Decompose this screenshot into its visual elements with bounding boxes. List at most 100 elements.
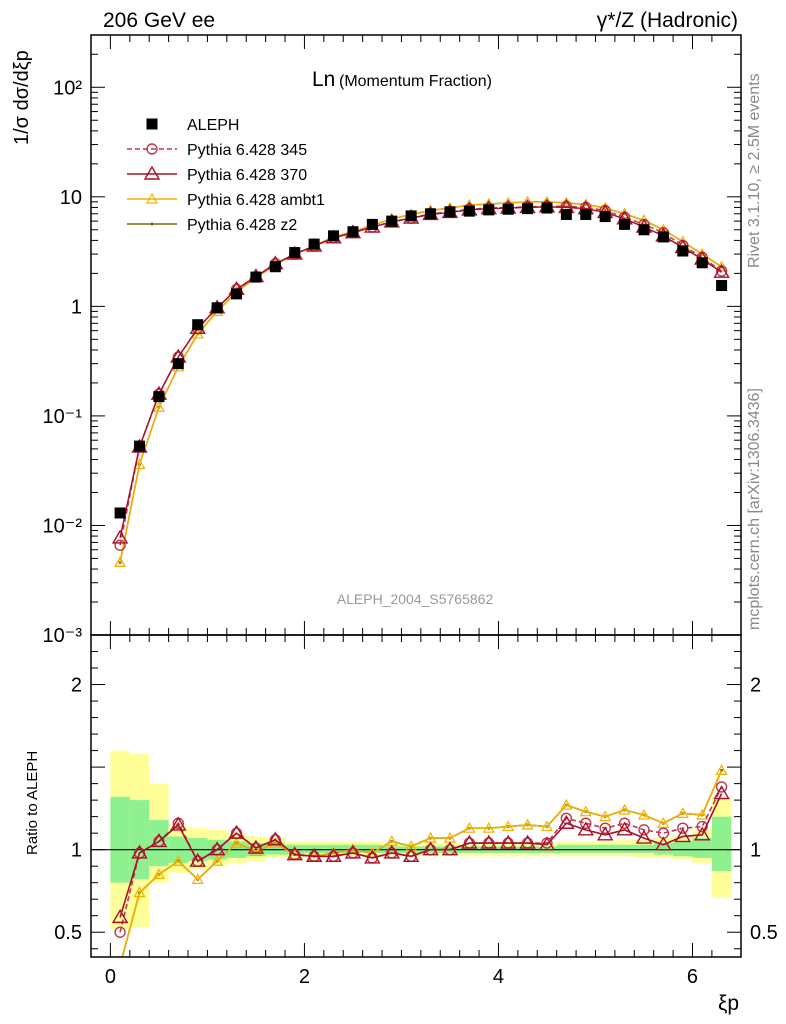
ratio-series-marker [305, 847, 323, 862]
ratio-series-marker [676, 807, 689, 818]
stat-uncertainty-band-bin [614, 844, 635, 853]
ratio-series-marker [133, 886, 146, 898]
legend-marker [143, 165, 161, 180]
ratio-series-marker [111, 908, 129, 924]
ratio-series-marker [618, 803, 631, 815]
ratio-y-tick-label-left: 2 [71, 675, 82, 697]
ratio-y-axis-label: Ratio to ALEPH [24, 751, 41, 855]
main-panel: 10² 10 1 10⁻¹ 10⁻² 10⁻³ ALEPH Pythia 6.428 345 P… [43, 34, 742, 957]
ratio-series-marker [211, 854, 224, 866]
ratio-series-marker [599, 822, 611, 834]
ratio-series-marker [189, 852, 206, 867]
stat-uncertainty-band-bin [265, 843, 286, 855]
header-energy-label: 206 GeV ee [103, 9, 216, 32]
legend-marker [150, 222, 154, 226]
ratio-series-marker [170, 816, 187, 831]
aleph-data-point [677, 245, 689, 257]
ratio-series-marker [696, 808, 709, 820]
aleph-data-point [657, 231, 669, 243]
aleph-data-point [716, 280, 728, 292]
ratio-series-marker [715, 764, 728, 776]
ratio-series-line [121, 770, 723, 957]
aleph-data-point [502, 203, 514, 215]
ratio-series-marker [657, 817, 670, 828]
stat-uncertainty-band-bin [576, 844, 596, 853]
main-series-marker [713, 263, 730, 278]
aleph-data-point [231, 288, 243, 300]
ratio-series-marker [461, 834, 478, 849]
aleph-data-point [463, 205, 475, 217]
aleph-data-point [172, 358, 184, 370]
ratio-series-marker [150, 833, 168, 848]
aleph-data-point [250, 271, 262, 283]
stat-uncertainty-band-bin [634, 844, 654, 853]
aleph-data-point [444, 206, 456, 218]
ratio-series-marker [482, 821, 495, 833]
aleph-data-point [619, 218, 631, 230]
aleph-data-point [366, 218, 378, 230]
ratio-y-tick-label-left: 0.5 [54, 922, 82, 944]
stat-uncertainty-band-bin [673, 841, 693, 857]
legend-marker [146, 143, 158, 155]
ratio-series-marker [208, 841, 226, 856]
legend-entry-label: Pythia 6.428 z2 [187, 217, 297, 234]
ratio-series-marker [344, 844, 362, 859]
ratio-series-group [111, 764, 730, 957]
ratio-series-marker [596, 826, 614, 841]
main-series-line [119, 205, 723, 546]
ratio-series-marker [637, 808, 651, 820]
stat-uncertainty-band-bin [595, 844, 615, 853]
ratio-series-marker [696, 820, 708, 833]
ratio-series-marker [519, 834, 536, 849]
stat-uncertainty-band-bin [653, 843, 674, 855]
aleph-data-point [425, 208, 437, 220]
main-series-line [119, 206, 723, 539]
ratio-series-marker [191, 873, 204, 884]
ratio-series-marker [577, 821, 594, 836]
ratio-series-marker [616, 821, 633, 836]
ratio-series-marker [325, 847, 342, 862]
ratio-y-tick-label-right: 1 [750, 840, 761, 862]
aleph-data-point [386, 215, 398, 227]
ratio-series-marker [638, 824, 650, 836]
y-tick-label: 10⁻¹ [43, 406, 83, 428]
y-tick-label: 1 [71, 296, 82, 318]
legend-marker [145, 192, 159, 204]
legend-entry-label: ALEPH [187, 117, 239, 134]
y-tick-label: 10⁻³ [43, 625, 83, 647]
header-process-label: γ*/Z (Hadronic) [596, 9, 738, 32]
ratio-series-marker [402, 847, 420, 862]
x-tick-label: 0 [105, 966, 116, 988]
ratio-series-marker [422, 841, 439, 856]
legend-entry-label: Pythia 6.428 345 [187, 142, 307, 159]
main-series-line [119, 201, 723, 563]
aleph-data-point [269, 261, 281, 273]
ratio-y-tick-label-right: 0.5 [750, 922, 778, 944]
ratio-series-marker [114, 926, 126, 938]
ratio-series-marker [286, 846, 303, 861]
ratio-series-marker [228, 824, 245, 839]
aleph-data-point [308, 238, 320, 250]
main-series-marker [133, 458, 146, 470]
stat-uncertainty-band-bin [149, 819, 169, 867]
ratio-series-marker [131, 844, 148, 859]
ratio-series-marker [579, 805, 592, 817]
aleph-data-point [483, 204, 495, 216]
legend-entry-label: Pythia 6.428 ambt1 [187, 192, 325, 209]
ratio-series-marker [366, 846, 379, 858]
ratio-series-marker [540, 820, 553, 832]
ratio-series-marker [674, 828, 692, 843]
chart-title-main: Ln [312, 68, 335, 91]
ratio-series-marker [230, 836, 243, 848]
stat-uncertainty-band-bin [692, 838, 712, 858]
x-tick-label: 2 [299, 966, 310, 988]
ratio-series-marker [499, 834, 517, 849]
stat-uncertainty-band-bin [556, 844, 577, 853]
x-tick-label: 6 [687, 966, 698, 988]
main-series-marker [114, 539, 126, 551]
ratio-series-marker [364, 849, 381, 864]
ratio-series-marker [267, 831, 284, 846]
aleph-data-point [599, 211, 611, 223]
aleph-data-point [347, 226, 359, 238]
